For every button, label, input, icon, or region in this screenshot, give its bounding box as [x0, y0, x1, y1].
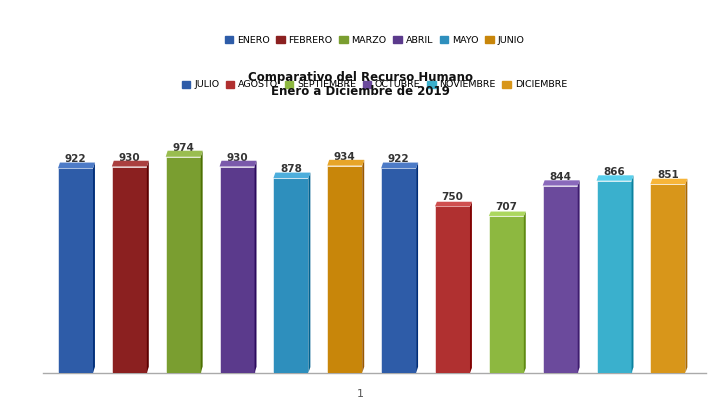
Bar	[328, 166, 362, 373]
Text: 1: 1	[356, 389, 364, 399]
Text: Enero a Diciembre de 2019: Enero a Diciembre de 2019	[271, 85, 449, 98]
Text: COMPARATIVO DE ENERO A DICIEMBRE 2019: COMPARATIVO DE ENERO A DICIEMBRE 2019	[100, 23, 620, 43]
Polygon shape	[166, 151, 202, 157]
Text: 750: 750	[441, 192, 464, 202]
Text: 922: 922	[65, 154, 86, 164]
Text: 851: 851	[657, 170, 679, 180]
Polygon shape	[147, 161, 149, 373]
Text: 878: 878	[280, 164, 302, 174]
Polygon shape	[470, 202, 472, 373]
Polygon shape	[543, 180, 580, 185]
Polygon shape	[220, 161, 256, 166]
Bar	[489, 216, 524, 373]
Polygon shape	[328, 160, 364, 166]
Text: 922: 922	[388, 154, 410, 164]
Polygon shape	[255, 161, 256, 373]
Polygon shape	[577, 180, 580, 373]
Polygon shape	[201, 151, 202, 373]
Polygon shape	[631, 175, 634, 373]
Polygon shape	[274, 173, 310, 178]
Bar	[274, 178, 308, 373]
Text: 930: 930	[226, 153, 248, 162]
Text: 930: 930	[119, 153, 140, 162]
Polygon shape	[435, 202, 472, 207]
Polygon shape	[650, 179, 688, 184]
Polygon shape	[524, 211, 526, 373]
Text: 974: 974	[172, 143, 194, 153]
Polygon shape	[685, 179, 688, 373]
Text: Comparativo del Recurso Humano: Comparativo del Recurso Humano	[248, 71, 472, 84]
Polygon shape	[112, 161, 149, 166]
Bar	[220, 166, 255, 373]
Polygon shape	[308, 173, 310, 373]
Bar	[112, 166, 147, 373]
Polygon shape	[362, 160, 364, 373]
Polygon shape	[597, 175, 634, 181]
Bar	[650, 184, 685, 373]
Bar	[543, 185, 577, 373]
Legend: JULIO, AGOSTO, SEPTIEMBRE, OCTUBRE, NOVIEMBRE, DICIEMBRE: JULIO, AGOSTO, SEPTIEMBRE, OCTUBRE, NOVI…	[178, 77, 571, 93]
Polygon shape	[381, 162, 418, 168]
Bar	[435, 207, 470, 373]
Polygon shape	[93, 162, 95, 373]
Polygon shape	[489, 211, 526, 216]
Bar	[58, 168, 93, 373]
Bar	[381, 168, 416, 373]
Polygon shape	[58, 162, 95, 168]
Text: 707: 707	[495, 202, 518, 212]
Bar	[597, 181, 631, 373]
Bar	[166, 157, 201, 373]
Text: 934: 934	[334, 151, 356, 162]
Polygon shape	[416, 162, 418, 373]
Text: 866: 866	[603, 167, 625, 177]
Text: 844: 844	[549, 172, 571, 181]
